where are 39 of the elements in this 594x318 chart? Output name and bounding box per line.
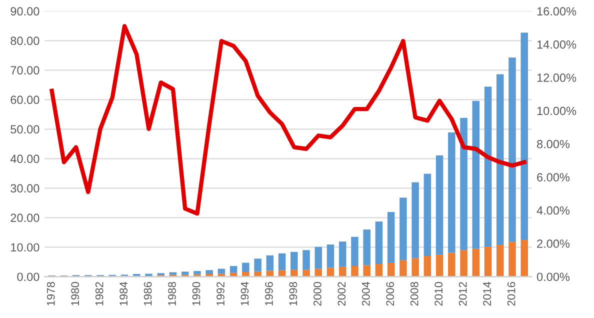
x-tick-label: 1986: [144, 282, 152, 306]
y2-tick-label: 0.00%: [536, 272, 570, 282]
x-tick-label: 1992: [216, 282, 224, 306]
y-tick-label: 0.00: [17, 272, 40, 282]
x-tick-label: 2012: [458, 282, 467, 306]
y2-tick-label: 2.00%: [537, 240, 570, 248]
x-tick-label: 1990: [192, 282, 200, 306]
x-tick-label: 2004: [362, 282, 370, 306]
y-tick-label: 90.00: [10, 7, 40, 16]
y-tick-label: 60.00: [10, 96, 40, 104]
x-tick-label: 1980: [71, 282, 80, 306]
y-tick-label: 10.00: [11, 243, 40, 252]
y-tick-label: 30.00: [10, 184, 40, 193]
x-tick-label: 1994: [240, 282, 249, 306]
y2-tick-label: 6.00%: [537, 173, 570, 182]
x-tick-label: 1998: [289, 282, 298, 306]
x-tick-label: 2000: [313, 282, 322, 306]
x-tick-label: 2006: [386, 282, 394, 306]
y2-tick-label: 4.00%: [536, 206, 570, 215]
y2-tick-label: 8.00%: [537, 140, 570, 148]
y2-tick-label: 12.00%: [537, 74, 576, 82]
y-tick-label: 50.00: [10, 125, 40, 134]
y-tick-label: 40.00: [10, 154, 40, 164]
x-tick-label: 1984: [120, 282, 128, 306]
x-tick-label: 2010: [434, 282, 443, 306]
y2-tick-label: 16.00%: [537, 7, 576, 16]
y-tick-label: 80.00: [10, 36, 40, 46]
x-tick-label: 1988: [168, 282, 176, 306]
x-tick-label: 1996: [265, 282, 273, 306]
y2-tick-label: 14.00%: [537, 40, 576, 49]
y2-tick-label: 10.00%: [537, 106, 576, 116]
x-tick-label: 2002: [338, 282, 346, 306]
x-tick-label: 2016: [507, 282, 516, 306]
x-tick-label: 2008: [410, 282, 418, 306]
y-tick-label: 70.00: [10, 66, 40, 75]
x-tick-label: 2014: [483, 282, 491, 306]
x-tick-label: 1982: [95, 282, 104, 306]
x-tick-label: 1978: [46, 282, 55, 306]
y-tick-label: 20.00: [10, 214, 40, 222]
